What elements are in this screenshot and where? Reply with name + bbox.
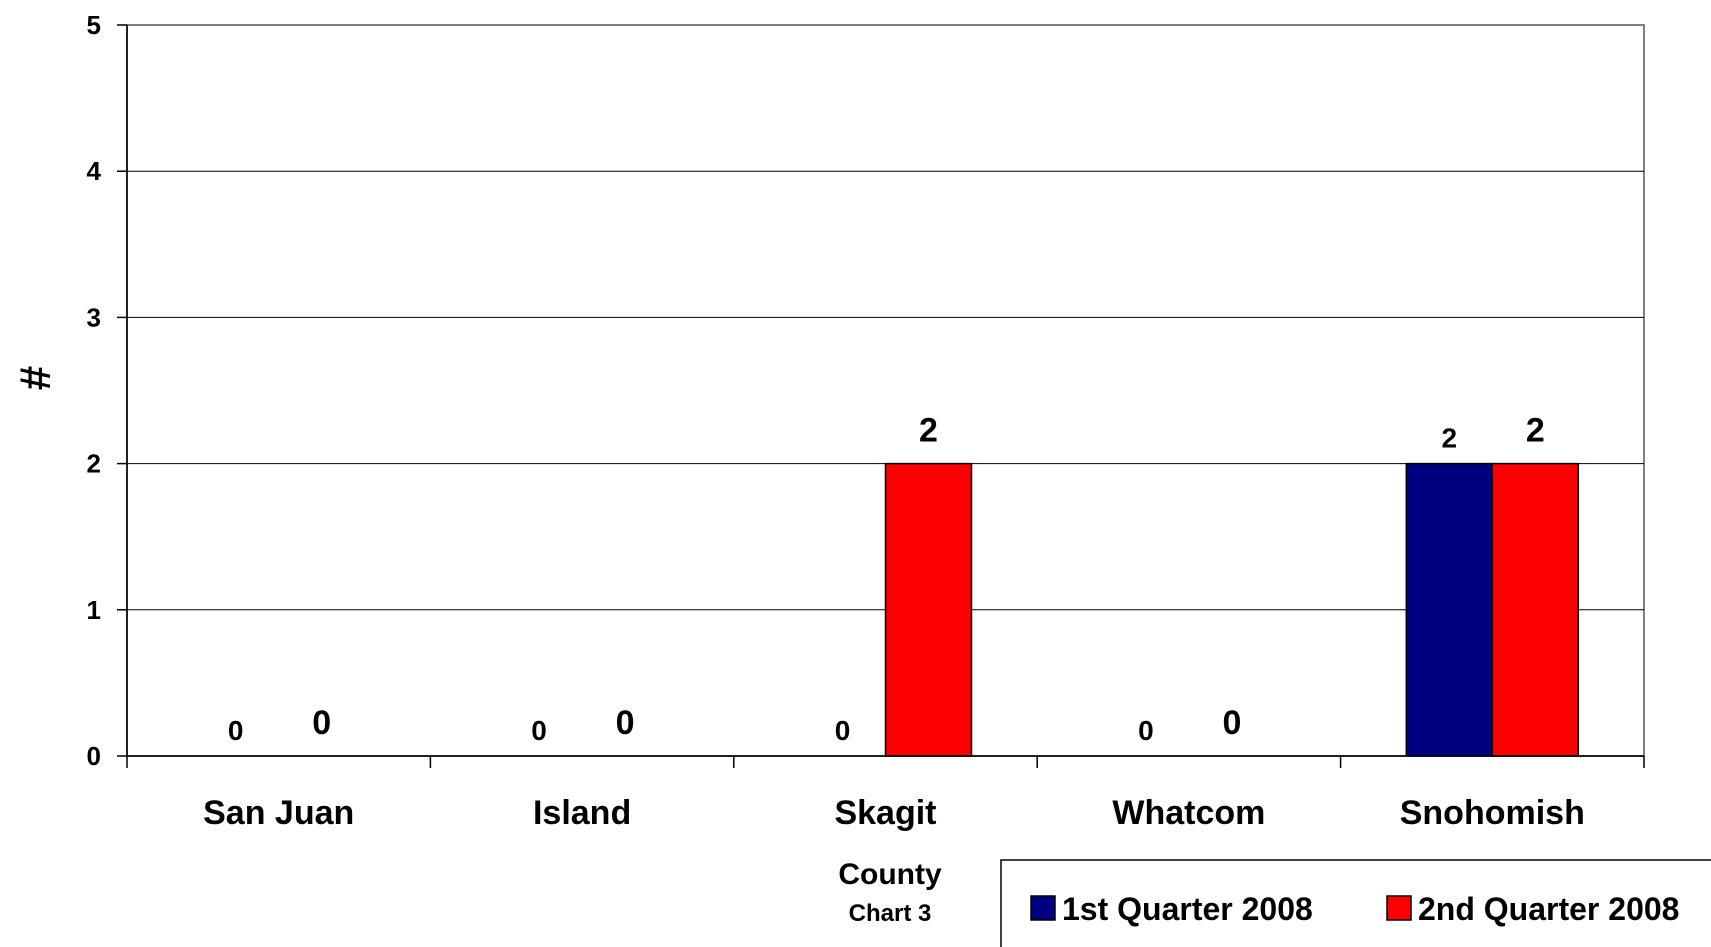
legend-swatch-2nd-quarter — [1386, 895, 1412, 921]
data-label: 0 — [616, 704, 635, 742]
x-category-label: Skagit — [834, 794, 936, 832]
y-tick-label: 3 — [87, 302, 101, 332]
chart-caption: Chart 3 — [849, 900, 932, 927]
y-axis-title: # — [11, 366, 60, 390]
bar — [1405, 462, 1494, 757]
legend: 1st Quarter 2008 2nd Quarter 2008 — [1000, 859, 1711, 947]
legend-label-2nd-quarter: 2nd Quarter 2008 — [1418, 891, 1679, 927]
data-label: 0 — [531, 715, 547, 746]
bar — [1491, 462, 1580, 757]
axes — [126, 25, 1644, 757]
x-axis-title: County — [838, 858, 942, 891]
y-tick-label: 0 — [87, 741, 101, 771]
y-tick-label: 1 — [87, 595, 101, 625]
y-tick-label: 5 — [87, 10, 101, 40]
data-label: 0 — [228, 715, 244, 746]
data-label: 0 — [835, 715, 851, 746]
bar — [884, 462, 973, 757]
x-category-label: San Juan — [203, 794, 354, 832]
data-labels: 0 0 0 0 0 2 0 0 2 2 — [228, 412, 1545, 746]
data-label: 0 — [1222, 704, 1241, 742]
y-tick-labels: 0 1 2 3 4 5 — [87, 10, 102, 771]
data-label: 2 — [919, 412, 938, 450]
data-label: 0 — [1138, 715, 1154, 746]
legend-swatch-1st-quarter — [1030, 895, 1056, 921]
y-tick-label: 2 — [87, 449, 101, 479]
data-label: 2 — [1442, 423, 1458, 454]
x-category-label: Whatcom — [1112, 794, 1265, 832]
x-category-label: Snohomish — [1400, 794, 1585, 832]
data-label: 2 — [1526, 412, 1545, 450]
legend-label-1st-quarter: 1st Quarter 2008 — [1062, 891, 1313, 927]
y-tick-label: 4 — [87, 156, 102, 186]
bars — [884, 462, 1580, 757]
data-label: 0 — [312, 704, 331, 742]
x-category-labels: San Juan Island Skagit Whatcom Snohomish — [203, 794, 1585, 832]
legend-box — [1000, 859, 1711, 947]
x-category-label: Island — [533, 794, 631, 832]
